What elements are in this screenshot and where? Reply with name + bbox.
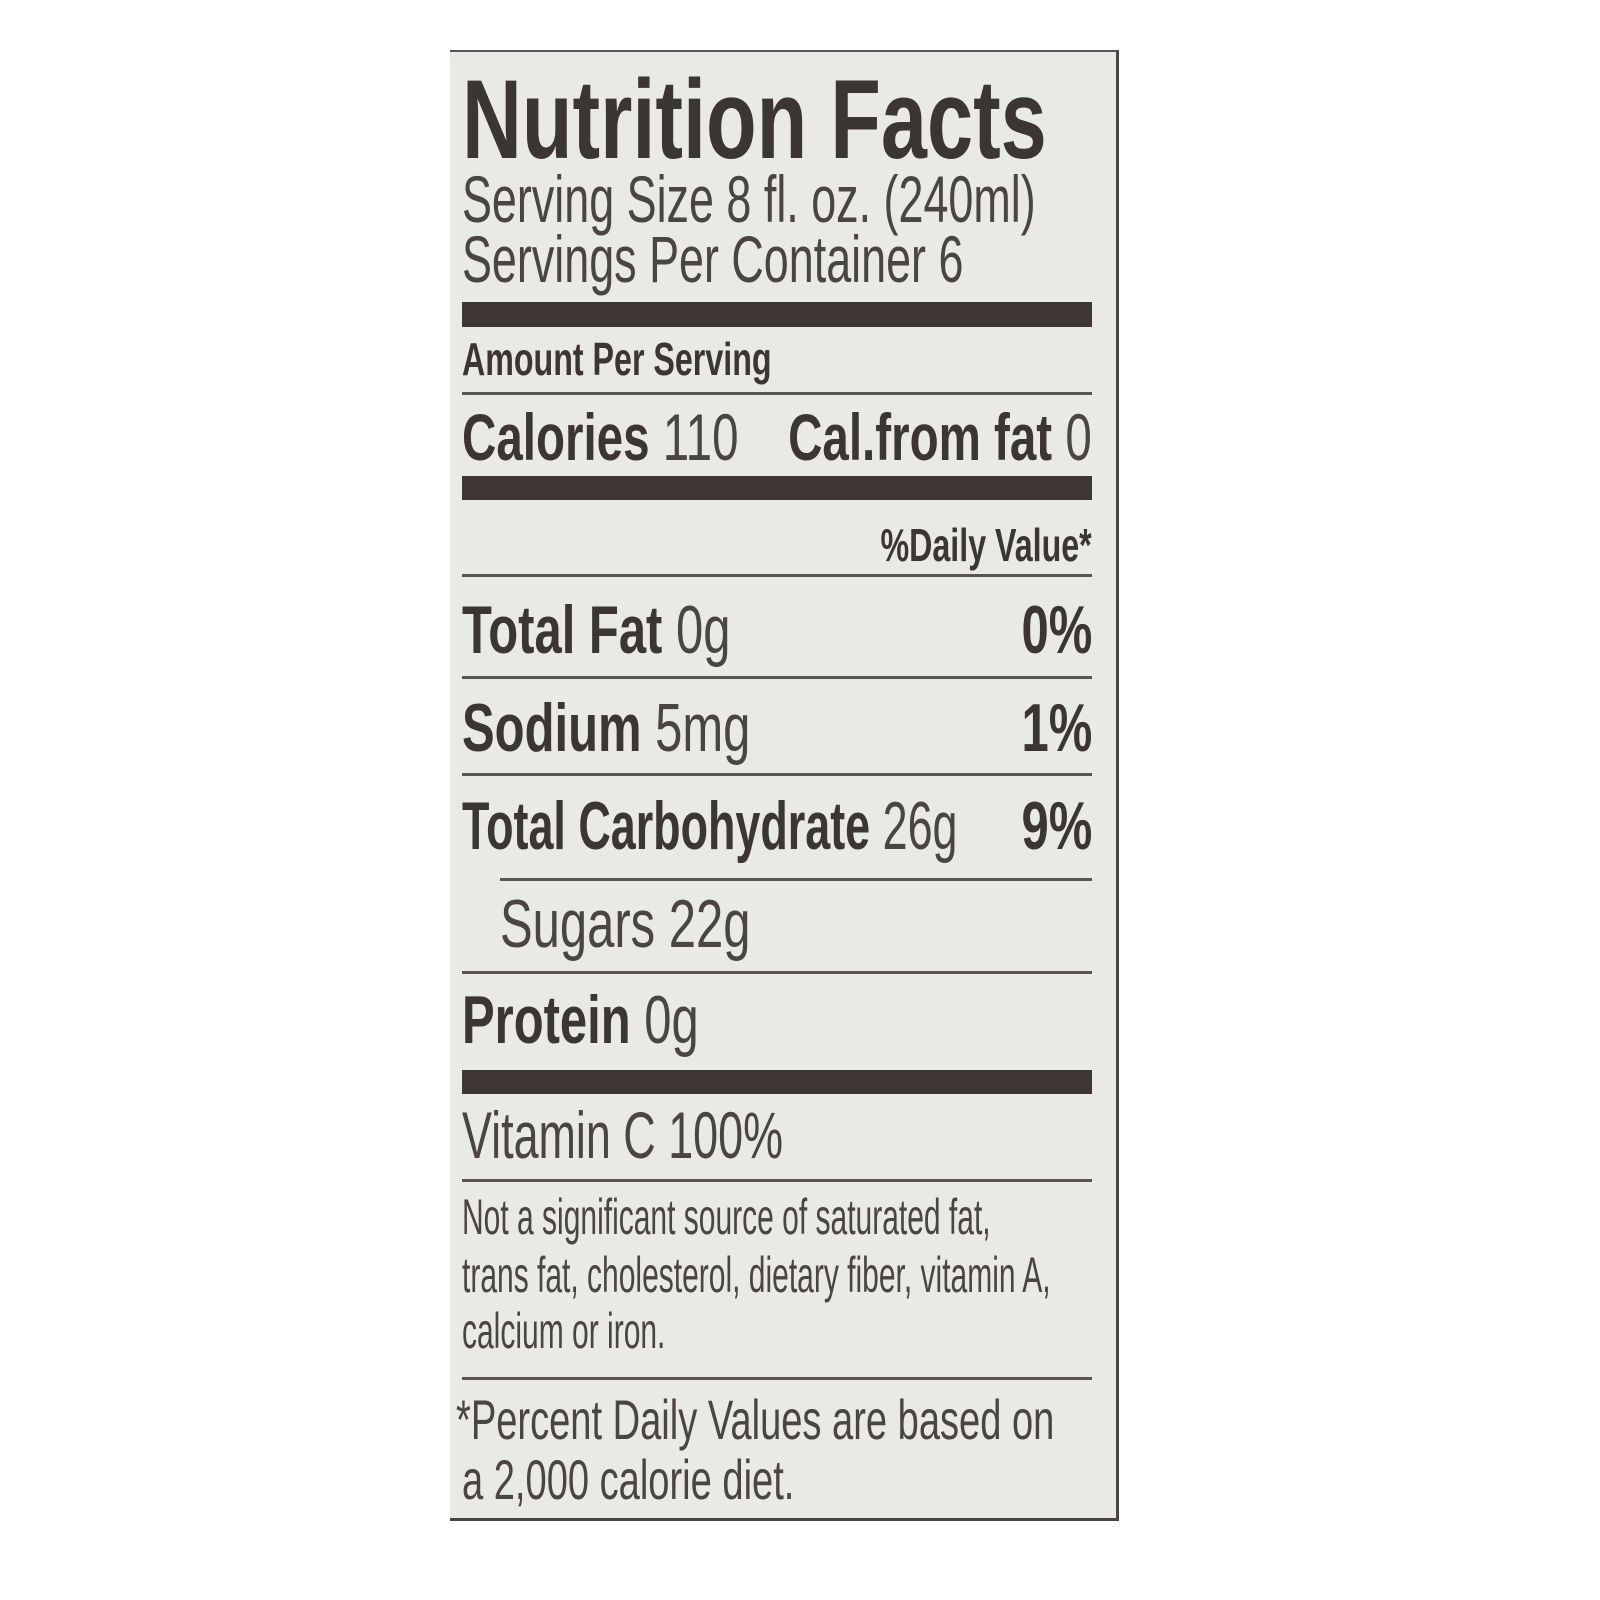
footnote-line-1: *Percent Daily Values are based on <box>456 1388 1055 1451</box>
divider <box>462 392 1092 395</box>
nutrient-row-protein: Protein 0g <box>462 986 699 1054</box>
nutrient-amount: 26g <box>882 788 958 864</box>
serving-size: Serving Size 8 fl. oz. (240ml) <box>462 162 1036 236</box>
divider <box>462 1377 1092 1380</box>
divider <box>462 676 1092 679</box>
nutrition-facts-label: Nutrition Facts Serving Size 8 fl. oz. (… <box>450 50 1119 1521</box>
nutrient-dv: 9% <box>1021 788 1092 864</box>
vitamin-c: Vitamin C 100% <box>462 1098 783 1172</box>
nutrient-row-sugars: Sugars 22g <box>500 890 750 958</box>
nutrient-label: Sugars <box>500 886 656 962</box>
calories-from-fat: Cal.from fat 0 <box>788 404 1092 470</box>
nutrient-amount: 5mg <box>655 690 751 766</box>
calories-value: 110 <box>662 400 739 474</box>
not-significant-line-2: trans fat, cholesterol, dietary fiber, v… <box>462 1247 1051 1303</box>
nutrient-label: Sodium <box>462 690 642 766</box>
nutrient-amount: 22g <box>668 886 751 962</box>
divider <box>462 773 1092 776</box>
calories-label: Calories <box>462 400 650 474</box>
divider <box>462 574 1092 577</box>
thick-divider <box>462 302 1092 327</box>
nutrient-label: Total Fat <box>462 592 663 668</box>
not-significant-line-1: Not a significant source of saturated fa… <box>462 1189 991 1245</box>
nutrient-dv: 1% <box>1021 690 1092 766</box>
nutrient-dv: 0% <box>1021 592 1092 668</box>
nutrient-amount: 0g <box>644 982 699 1058</box>
not-significant-line-3: calcium or iron. <box>462 1303 666 1359</box>
nutrient-amount: 0g <box>675 592 731 668</box>
divider <box>462 971 1092 974</box>
footnote-line-2: a 2,000 calorie diet. <box>462 1448 795 1511</box>
nutrient-label: Total Carbohydrate <box>462 788 871 864</box>
divider <box>500 878 1092 881</box>
calories-from-fat-label: Cal.from fat <box>788 400 1053 474</box>
amount-per-serving: Amount Per Serving <box>462 333 772 385</box>
label-title: Nutrition Facts <box>462 57 1047 182</box>
thick-divider <box>462 1070 1092 1094</box>
calories-from-fat-value: 0 <box>1065 400 1092 474</box>
divider <box>462 1179 1092 1182</box>
daily-value-header: %Daily Value* <box>880 519 1092 571</box>
servings-per-container: Servings Per Container 6 <box>462 222 964 296</box>
calories-row: Calories 110 <box>462 404 739 470</box>
thick-divider <box>462 476 1092 500</box>
nutrient-label: Protein <box>462 982 631 1058</box>
